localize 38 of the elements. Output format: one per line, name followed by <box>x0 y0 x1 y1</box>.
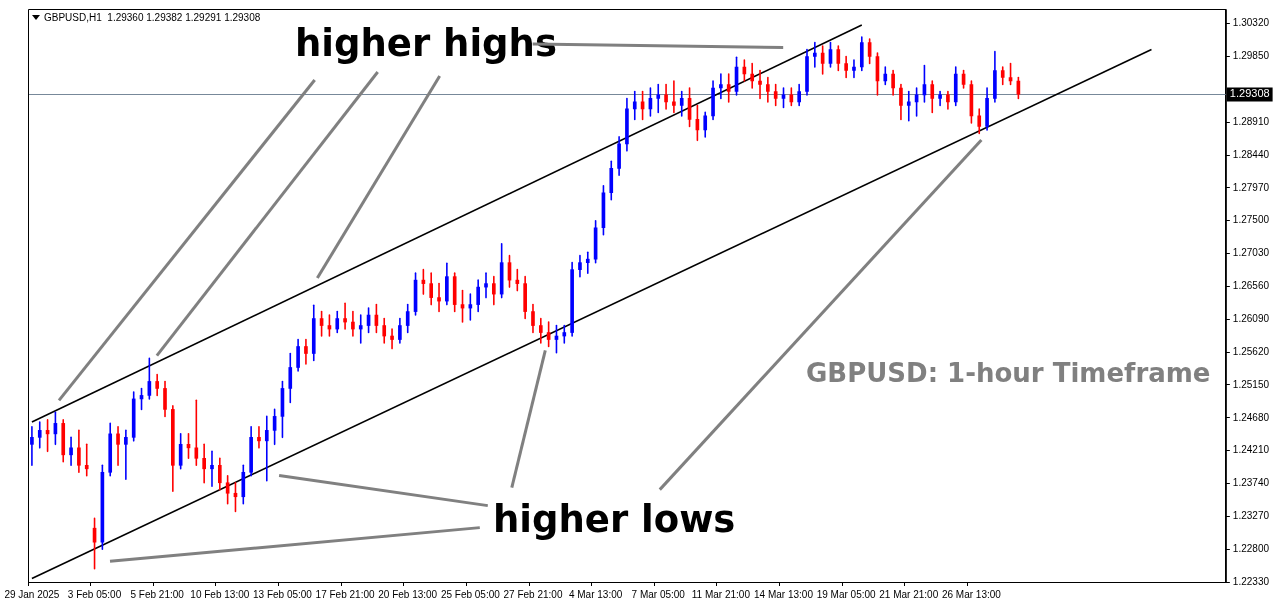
y-tick-label: 1.25150 <box>1232 378 1270 390</box>
y-tick-label: 1.27500 <box>1232 214 1270 226</box>
y-tick-label: 1.27970 <box>1232 181 1270 193</box>
y-tick-label: 1.29850 <box>1232 50 1270 62</box>
y-tick-label: 1.25620 <box>1232 345 1270 357</box>
x-tick-label: 19 Mar 05:00 <box>816 588 877 600</box>
x-tick-label: 21 Mar 21:00 <box>879 588 939 600</box>
ref-line-label: 1.29308 <box>1229 87 1270 100</box>
y-tick-label: 1.23740 <box>1232 477 1270 489</box>
x-tick-label: 5 Feb 21:00 <box>130 588 185 600</box>
x-tick-label: 25 Feb 05:00 <box>440 588 501 600</box>
x-tick-label: 27 Feb 21:00 <box>503 588 563 600</box>
x-tick-label: 20 Feb 13:00 <box>378 588 438 600</box>
chart-title: GBPUSD,H1 1.29360 1.29382 1.29291 1.29308 <box>44 12 261 23</box>
y-tick-label: 1.26090 <box>1232 313 1270 325</box>
x-tick-label: 13 Feb 05:00 <box>252 588 313 600</box>
y-tick-label: 1.28440 <box>1232 148 1270 160</box>
y-tick-label: 1.22800 <box>1232 542 1270 554</box>
annotation: GBPUSD: 1-hour Timeframe <box>806 358 1211 388</box>
x-tick-label: 7 Mar 05:00 <box>631 588 686 600</box>
y-tick-label: 1.23270 <box>1232 510 1270 522</box>
x-tick-label: 11 Mar 21:00 <box>691 588 751 600</box>
x-tick-label: 17 Feb 21:00 <box>315 588 375 600</box>
y-tick-label: 1.24680 <box>1232 411 1270 423</box>
x-tick-label: 4 Mar 13:00 <box>568 588 623 600</box>
y-tick-label: 1.22330 <box>1232 575 1270 587</box>
y-tick-label: 1.24210 <box>1232 444 1270 456</box>
y-tick-label: 1.26560 <box>1232 280 1270 292</box>
y-tick-label: 1.28910 <box>1232 115 1270 127</box>
annotation: higher lows <box>493 498 736 541</box>
x-tick-label: 29 Jan 2025 <box>4 588 60 600</box>
x-tick-label: 10 Feb 13:00 <box>190 588 250 600</box>
x-tick-label: 26 Mar 13:00 <box>941 588 1002 600</box>
x-tick-label: 3 Feb 05:00 <box>67 588 122 600</box>
x-tick-label: 14 Mar 13:00 <box>754 588 814 600</box>
annotation: higher highs <box>295 22 557 65</box>
y-tick-label: 1.30320 <box>1232 17 1270 29</box>
y-tick-label: 1.27030 <box>1232 247 1270 259</box>
